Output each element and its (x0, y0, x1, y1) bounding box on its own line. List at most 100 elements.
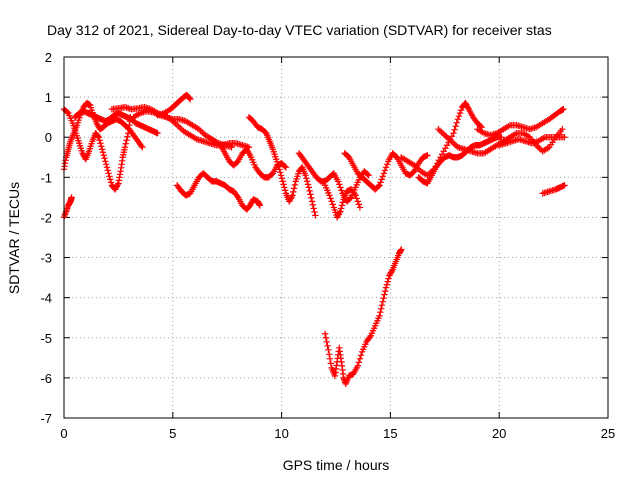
y-tick-label: -1 (40, 170, 52, 185)
data-point (454, 115, 462, 123)
data-point (228, 144, 235, 151)
data-point (442, 145, 449, 152)
data-point (381, 167, 389, 174)
y-tick-label: -3 (40, 251, 52, 266)
data-point (451, 141, 458, 148)
data-point (356, 355, 364, 363)
data-point (311, 208, 318, 216)
data-point (559, 126, 566, 133)
data-point (107, 176, 114, 183)
data-point (290, 188, 297, 196)
data-point (290, 185, 298, 192)
data-point (175, 123, 182, 130)
data-point (124, 133, 131, 140)
data-point (383, 161, 391, 168)
series-arc-12 (321, 182, 364, 221)
data-point (106, 173, 113, 180)
data-point (337, 184, 344, 191)
data-point (561, 182, 568, 189)
data-point (366, 334, 373, 341)
data-point (560, 105, 567, 113)
data-point (324, 342, 331, 349)
data-point (436, 127, 444, 134)
series-arc-8 (173, 170, 264, 213)
series-arc-7 (154, 91, 194, 119)
data-point (326, 355, 334, 363)
data-points (60, 91, 568, 388)
data-point (339, 199, 346, 206)
data-point (100, 152, 107, 159)
data-point (353, 195, 360, 202)
data-point (457, 106, 465, 114)
data-point (354, 198, 361, 205)
series-arc-17 (474, 105, 567, 139)
data-point (398, 246, 405, 253)
series-arc-15 (415, 134, 505, 187)
y-tick-label: -7 (40, 411, 52, 426)
data-point (561, 134, 568, 141)
data-point (105, 170, 112, 177)
data-point (378, 301, 386, 309)
data-point (95, 134, 103, 141)
data-point (326, 351, 333, 358)
data-point (305, 184, 312, 191)
data-point (289, 192, 296, 199)
data-point (438, 129, 445, 136)
data-point (424, 152, 431, 159)
data-point (377, 309, 384, 316)
data-point (336, 181, 343, 188)
data-point (310, 205, 317, 212)
data-point (281, 187, 289, 194)
data-point (337, 208, 344, 215)
series-arc-1 (60, 194, 75, 221)
data-point (277, 172, 285, 179)
series-arc-10 (245, 113, 319, 219)
data-point (309, 201, 317, 209)
data-point (256, 202, 264, 209)
data-point (456, 109, 464, 117)
x-tick-label: 0 (60, 426, 67, 441)
data-point (337, 205, 345, 212)
data-point (302, 172, 309, 179)
data-point (328, 198, 335, 205)
data-point (278, 175, 286, 182)
y-tick-label: 0 (45, 130, 52, 145)
x-axis-label: GPS time / hours (283, 457, 390, 473)
data-point (291, 181, 299, 189)
y-tick-label: 1 (45, 90, 52, 105)
data-point (382, 164, 390, 171)
data-point (280, 181, 287, 188)
data-point (380, 170, 388, 177)
data-point (102, 158, 109, 165)
data-point (379, 173, 386, 180)
data-point (98, 146, 106, 153)
data-point (97, 140, 104, 147)
data-point (177, 124, 184, 132)
data-point (103, 164, 111, 171)
data-point (114, 181, 121, 189)
data-point (338, 187, 345, 194)
data-point (439, 130, 447, 137)
data-point (303, 178, 311, 185)
data-point (186, 94, 193, 102)
data-point (288, 193, 295, 201)
data-point (443, 142, 451, 149)
series-arc-18 (496, 134, 568, 149)
data-point (365, 172, 372, 179)
data-point (276, 166, 283, 173)
series-arc-4 (71, 107, 161, 137)
data-point (308, 194, 315, 202)
data-point (323, 338, 330, 345)
data-point (354, 362, 361, 370)
data-point (325, 346, 332, 354)
data-point (321, 330, 329, 337)
x-tick-label: 15 (383, 426, 397, 441)
data-point (364, 171, 371, 178)
data-point (385, 275, 392, 282)
data-point (375, 183, 382, 190)
series-arc-13 (341, 150, 431, 193)
data-point (98, 143, 105, 150)
data-point (377, 179, 384, 186)
data-point (123, 137, 130, 144)
